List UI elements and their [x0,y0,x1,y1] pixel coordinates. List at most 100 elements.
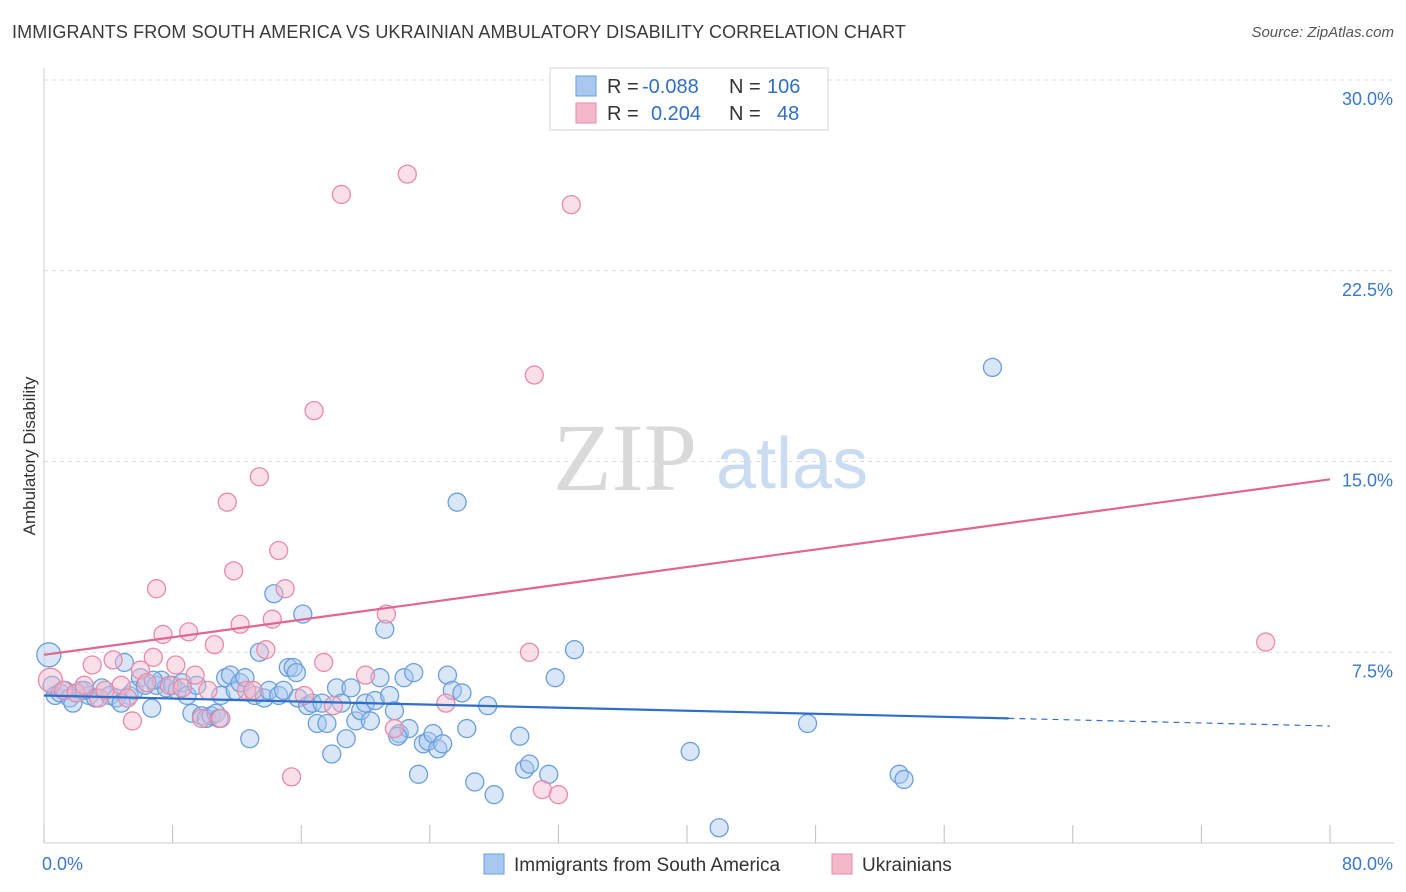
point-ukrainians [153,624,173,645]
y-axis-label: Ambulatory Disability [20,376,39,535]
point-immigrants [510,726,530,746]
point-immigrants [346,711,366,731]
point-immigrants [894,769,914,790]
point-ukrainians [37,667,64,693]
point-immigrants [423,723,443,744]
point-ukrainians [323,696,344,716]
x-tick-labels: 0.0% 80.0% [42,854,1393,874]
point-ukrainians [122,711,143,731]
axes [43,68,1394,844]
point-ukrainians [204,634,225,655]
legend-pink-swatch [575,102,597,124]
point-immigrants [264,584,284,604]
point-immigrants [433,734,453,754]
point-immigrants [240,729,260,749]
y-tick-label: 22.5% [1342,280,1393,300]
legend-pink-r-label: R = [607,103,639,125]
point-immigrants [519,754,540,774]
legend-bottom-pink-label: Ukrainians [862,855,952,876]
chart-title: IMMIGRANTS FROM SOUTH AMERICA VS UKRAINI… [12,22,907,42]
point-immigrants [142,698,162,718]
point-ukrainians [211,708,231,729]
legend-blue-swatch [575,75,597,97]
trend-line-ukrainians [43,478,1331,656]
point-ukrainians [304,400,324,421]
point-ukrainians [185,665,205,685]
legend-top: R = -0.088 N = 106 R = 0.204 N = 48 [549,67,829,131]
point-ukrainians [191,708,212,729]
point-immigrants [437,665,458,685]
source-credit: Source: ZipAtlas.com [1251,24,1394,41]
legend-bottom-blue-label: Immigrants from South America [514,855,781,876]
legend-blue-n-label: N = [729,76,761,98]
legend-pink-n-label: N = [729,103,761,125]
point-immigrants [220,665,241,685]
legend-bottom-blue-swatch [483,853,505,875]
trend-line-immigrants [43,694,1009,720]
point-ukrainians [269,540,289,561]
point-immigrants [283,657,303,678]
watermark: ZIP atlas [553,404,868,511]
point-ukrainians [243,680,263,701]
legend-blue-r-label: R = [607,76,639,98]
point-immigrants [447,492,467,512]
point-ukrainians [230,614,250,634]
point-ukrainians [137,673,157,693]
point-immigrants [452,683,472,703]
point-ukrainians [548,785,569,805]
point-immigrants [375,619,395,640]
legend-pink-r-value: 0.204 [651,103,701,125]
y-tick-labels: 7.5% 15.0% 22.5% 30.0% [1342,89,1393,681]
y-tick-label: 30.0% [1342,89,1393,109]
point-immigrants [709,818,729,838]
legend-blue-r-value: -0.088 [642,76,699,98]
series-immigrants-points [36,357,1003,838]
point-immigrants [370,668,390,688]
point-immigrants [982,357,1003,378]
point-ukrainians [103,650,123,670]
legend-blue-n-value: 106 [767,76,800,98]
point-ukrainians [314,652,334,673]
point-immigrants [259,680,279,701]
point-ukrainians [143,647,163,667]
point-ukrainians [331,184,352,205]
point-ukrainians [179,622,199,642]
point-ukrainians [532,779,552,800]
trend-line-immigrants-extension [1008,717,1331,727]
point-immigrants [457,718,477,739]
point-ukrainians [224,561,244,581]
point-immigrants [322,744,342,764]
point-immigrants [465,772,485,792]
point-immigrants [341,678,361,698]
point-ukrainians [172,678,192,698]
y-tick-label: 15.0% [1342,471,1393,491]
gridlines [44,79,1394,653]
watermark-zip: ZIP [553,404,697,511]
point-ukrainians [294,685,315,706]
point-ukrainians [198,680,218,701]
point-immigrants [797,713,818,734]
point-ukrainians [217,492,237,512]
point-ukrainians [397,164,417,184]
point-ukrainians [355,665,376,685]
point-ukrainians [436,693,456,713]
point-ukrainians [1256,632,1276,652]
point-ukrainians [249,467,270,487]
point-ukrainians [281,767,302,787]
point-ukrainians [166,655,186,675]
x-tick-label: 0.0% [42,854,83,874]
legend-bottom-pink-swatch [831,853,853,875]
point-ukrainians [524,365,544,385]
point-ukrainians [384,718,405,739]
watermark-atlas: atlas [716,424,868,504]
point-ukrainians [519,642,540,662]
point-ukrainians [256,640,276,660]
point-immigrants [394,668,414,688]
point-immigrants [365,690,385,711]
point-immigrants [545,668,565,688]
point-ukrainians [561,194,581,215]
point-immigrants [114,652,135,673]
point-ukrainians [74,675,94,695]
point-immigrants [408,764,429,784]
